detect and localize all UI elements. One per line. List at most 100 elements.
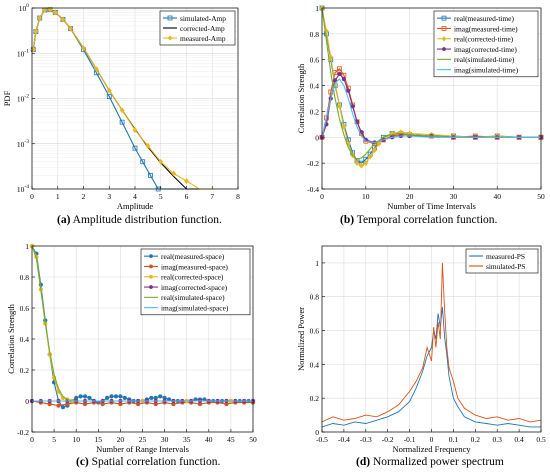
- data-point: [87, 395, 92, 401]
- x-tick-label: -0.2: [382, 435, 394, 444]
- caption-d-letter: (d): [356, 456, 371, 468]
- data-point: [37, 15, 43, 22]
- data-point: [363, 160, 369, 167]
- data-point: [358, 162, 364, 169]
- data-point: [149, 395, 154, 401]
- data-point: [118, 394, 123, 399]
- data-point: [367, 153, 373, 160]
- x-tick-label: 0.1: [449, 435, 459, 444]
- plot-frame: [31, 7, 239, 190]
- data-point: [337, 71, 342, 77]
- x-tick-label: 3: [107, 192, 111, 201]
- data-point: [354, 160, 360, 167]
- data-point: [113, 394, 119, 399]
- x-axis-label: Normalized Frequency: [392, 444, 471, 454]
- legend-box: [433, 10, 539, 78]
- x-tick-label: 0.5: [536, 435, 546, 444]
- legend-swatch-marker: [149, 254, 153, 259]
- series-line: [321, 306, 541, 428]
- y-tick-label: 100: [19, 3, 30, 13]
- legend-label: measured-PS: [486, 252, 525, 261]
- y-tick-label: 0.2: [20, 366, 30, 375]
- x-tick-label: -0.3: [360, 435, 372, 444]
- data-point: [341, 76, 347, 82]
- y-tick-label: 10-4: [17, 184, 29, 194]
- x-tick-label: 5: [52, 435, 56, 444]
- x-tick-label: 0: [320, 192, 324, 201]
- data-point: [346, 88, 351, 93]
- x-tick-label: 25: [139, 435, 147, 444]
- caption-d: (d) Normalized power spectrum: [356, 456, 504, 468]
- data-point: [341, 123, 347, 130]
- data-point: [60, 16, 66, 23]
- y-tick-label: 0: [315, 428, 319, 437]
- legend-label: simulated-Amp: [180, 14, 226, 23]
- legend-swatch-marker: [441, 36, 447, 42]
- x-tick-label: 0.4: [514, 435, 524, 444]
- x-axis-label: Amplitude: [117, 201, 154, 211]
- x-tick-label: 50: [537, 192, 545, 201]
- y-axis-label: Correlation Strength: [6, 303, 16, 373]
- x-tick-label: 6: [185, 192, 189, 201]
- data-point: [336, 103, 343, 110]
- y-tick-label: 0.4: [310, 360, 320, 369]
- series-line: [321, 262, 542, 423]
- y-axis-label: Normalized Power: [296, 307, 306, 371]
- caption-b-letter: (b): [340, 214, 355, 226]
- x-tick-label: -0.5: [316, 435, 328, 444]
- data-point: [328, 54, 334, 61]
- legend-swatch-marker: [442, 47, 446, 51]
- data-point: [158, 394, 163, 399]
- y-tick-label: 0: [315, 133, 319, 142]
- x-tick-label: 40: [205, 435, 213, 444]
- caption-a: (a) Amplitude distribution function.: [57, 214, 222, 226]
- data-point: [148, 172, 153, 178]
- chart-c: 0 5 10 15 20 25 30 35 40 45 50-0.200.20.40.60.81Nu…: [6, 242, 257, 454]
- caption-a-text: Amplitude distribution function.: [72, 214, 222, 226]
- caption-a-letter: (a): [57, 214, 71, 226]
- x-tick-label: 30: [161, 435, 169, 444]
- data-point: [106, 94, 112, 100]
- y-tick-label: 10-1: [17, 48, 29, 58]
- x-tick-label: 15: [95, 435, 103, 444]
- legend-label: simulated-PS: [486, 262, 525, 271]
- y-tick-label: 0.8: [20, 273, 30, 282]
- y-tick-label: 1: [315, 259, 319, 268]
- x-tick-label: 7: [210, 192, 214, 201]
- y-tick-label: 0.6: [310, 327, 320, 336]
- x-tick-label: 0: [30, 192, 34, 201]
- y-tick-label: 10-3: [17, 139, 29, 149]
- caption-b-text: Temporal correlation function.: [356, 214, 498, 226]
- data-point: [60, 405, 66, 410]
- legend-label: imag(simulated-time): [454, 65, 519, 74]
- legend-label: imag(measured-time): [454, 24, 518, 33]
- data-point: [119, 107, 125, 114]
- data-point: [132, 127, 138, 134]
- y-tick-label: -0.2: [17, 428, 29, 437]
- series-simulated-PS: [321, 262, 542, 423]
- y-tick-label: 10-2: [17, 94, 29, 104]
- y-tick-label: -0.2: [307, 159, 319, 168]
- data-point: [140, 159, 146, 165]
- y-tick-label: 0.8: [310, 293, 320, 302]
- x-tick-label: -0.1: [404, 435, 416, 444]
- data-point: [132, 145, 138, 151]
- x-tick-label: 0: [430, 435, 434, 444]
- x-tick-label: 35: [183, 435, 191, 444]
- data-point: [183, 178, 190, 185]
- caption-c-text: Spatial correlation function.: [91, 456, 221, 468]
- y-tick-label: 0.8: [310, 30, 320, 39]
- legend-label: corrected-Amp: [180, 24, 225, 33]
- x-tick-label: 50: [249, 435, 257, 444]
- y-tick-label: 0.6: [310, 56, 320, 65]
- x-tick-label: 40: [493, 192, 501, 201]
- series-line: [321, 7, 541, 167]
- y-tick-label: 0: [25, 397, 29, 406]
- legend: real(measured-time)imag(measured-time) re…: [433, 10, 539, 78]
- x-tick-label: 0.3: [493, 435, 503, 444]
- chart-a: 0 1 2 3 4 5 6 7 8 10-4 10-3 10-2 10-1 100 Amplitude PDF…: [2, 3, 240, 211]
- x-tick-label: 10: [362, 192, 370, 201]
- series-line: [321, 78, 541, 144]
